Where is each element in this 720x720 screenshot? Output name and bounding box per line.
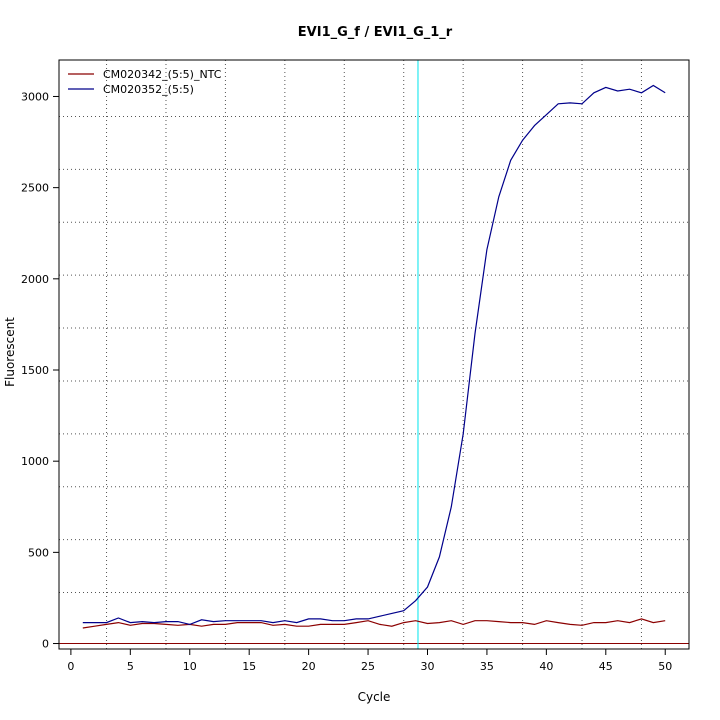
x-tick-label-35: 35	[480, 660, 494, 673]
x-tick-label-40: 40	[539, 660, 553, 673]
legend-label-0: CM020342_(5:5)_NTC	[103, 68, 222, 81]
series-line-1	[82, 84, 666, 626]
chart-title: EVI1_G_f / EVI1_G_1_r	[298, 25, 453, 40]
y-tick-label-500: 500	[28, 546, 49, 559]
y-tick-label-1000: 1000	[21, 455, 49, 468]
legend: CM020342_(5:5)_NTC CM020352_(5:5)	[68, 68, 222, 96]
x-tick-label-5: 5	[127, 660, 134, 673]
x-tick-label-15: 15	[242, 660, 256, 673]
series-layer	[82, 84, 666, 629]
x-tick-label-20: 20	[302, 660, 316, 673]
y-axis: 0 500 1000 1500 2000 2500 3000	[21, 90, 59, 651]
series-line-0	[82, 618, 666, 629]
y-tick-label-0: 0	[42, 638, 49, 651]
x-tick-label-45: 45	[599, 660, 613, 673]
x-tick-label-30: 30	[420, 660, 434, 673]
y-tick-label-2000: 2000	[21, 273, 49, 286]
reference-lines	[59, 60, 689, 649]
x-axis-label: Cycle	[358, 690, 391, 704]
y-axis-label: Fluorescent	[3, 317, 17, 387]
legend-label-1: CM020352_(5:5)	[103, 83, 194, 96]
x-tick-label-0: 0	[67, 660, 74, 673]
x-tick-label-25: 25	[361, 660, 375, 673]
x-tick-label-10: 10	[183, 660, 197, 673]
x-axis: 0 5 10 15 20 25 30 35 40 45 50	[67, 649, 672, 673]
grid-layer	[59, 60, 689, 649]
y-tick-label-1500: 1500	[21, 364, 49, 377]
y-tick-label-2500: 2500	[21, 182, 49, 195]
x-tick-label-50: 50	[658, 660, 672, 673]
plot-frame	[58, 59, 690, 650]
y-tick-label-3000: 3000	[21, 90, 49, 103]
